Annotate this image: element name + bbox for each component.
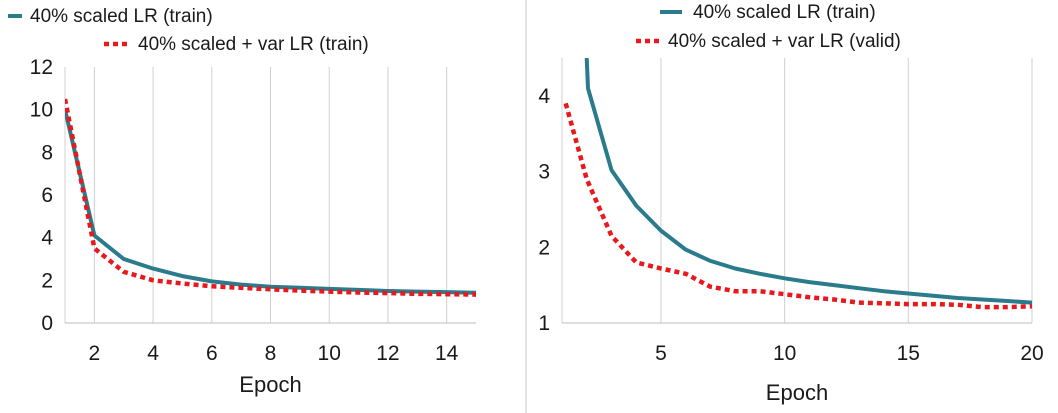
y-tick-label: 2 [538,236,550,259]
x-tick-label: 2 [89,342,101,365]
x-tick-label: 8 [265,342,277,365]
legend-label: 40% scaled LR (train) [693,2,876,23]
legend-label: 40% scaled + var LR (train) [138,34,369,55]
chart-1: 0 2 4 6 8 10 12 2 4 6 8 10 12 14 Epoch 40% scaled LR (t… [8,6,477,397]
x-tick-label: 10 [318,342,341,365]
x-tick-label: 12 [376,342,399,365]
x-tick-label: 14 [435,342,459,365]
y-tick-label: 12 [30,56,53,79]
y-tick-label: 2 [41,269,53,292]
x-tick-label: 20 [1020,342,1043,365]
x-axis-title: Epoch [239,372,301,397]
legend-label: 40% scaled + var LR (valid) [668,31,901,52]
x-tick-label: 5 [655,342,667,365]
y-tick-label: 8 [41,141,53,164]
series-line-solid [584,57,1033,305]
chart-2: 1 2 3 4 5 10 15 20 Epoch 40% scaled LR (train) 40%… [538,2,1043,405]
y-tick-label: 4 [41,227,53,250]
series-line-dotted [563,102,1033,310]
y-tick-label: 1 [538,312,550,335]
y-tick-label: 10 [30,99,53,122]
series-line-dotted [65,98,477,297]
x-axis-title: Epoch [766,380,828,405]
x-tick-label: 10 [773,342,796,365]
series-line-solid [65,109,477,295]
x-tick-label: 6 [206,342,218,365]
x-tick-label: 4 [147,342,159,365]
legend-label: 40% scaled LR (train) [30,6,213,27]
y-tick-label: 0 [41,312,53,335]
y-tick-label: 4 [538,85,550,108]
y-tick-label: 6 [41,184,53,207]
x-tick-label: 15 [897,342,920,365]
y-tick-label: 3 [538,161,550,184]
